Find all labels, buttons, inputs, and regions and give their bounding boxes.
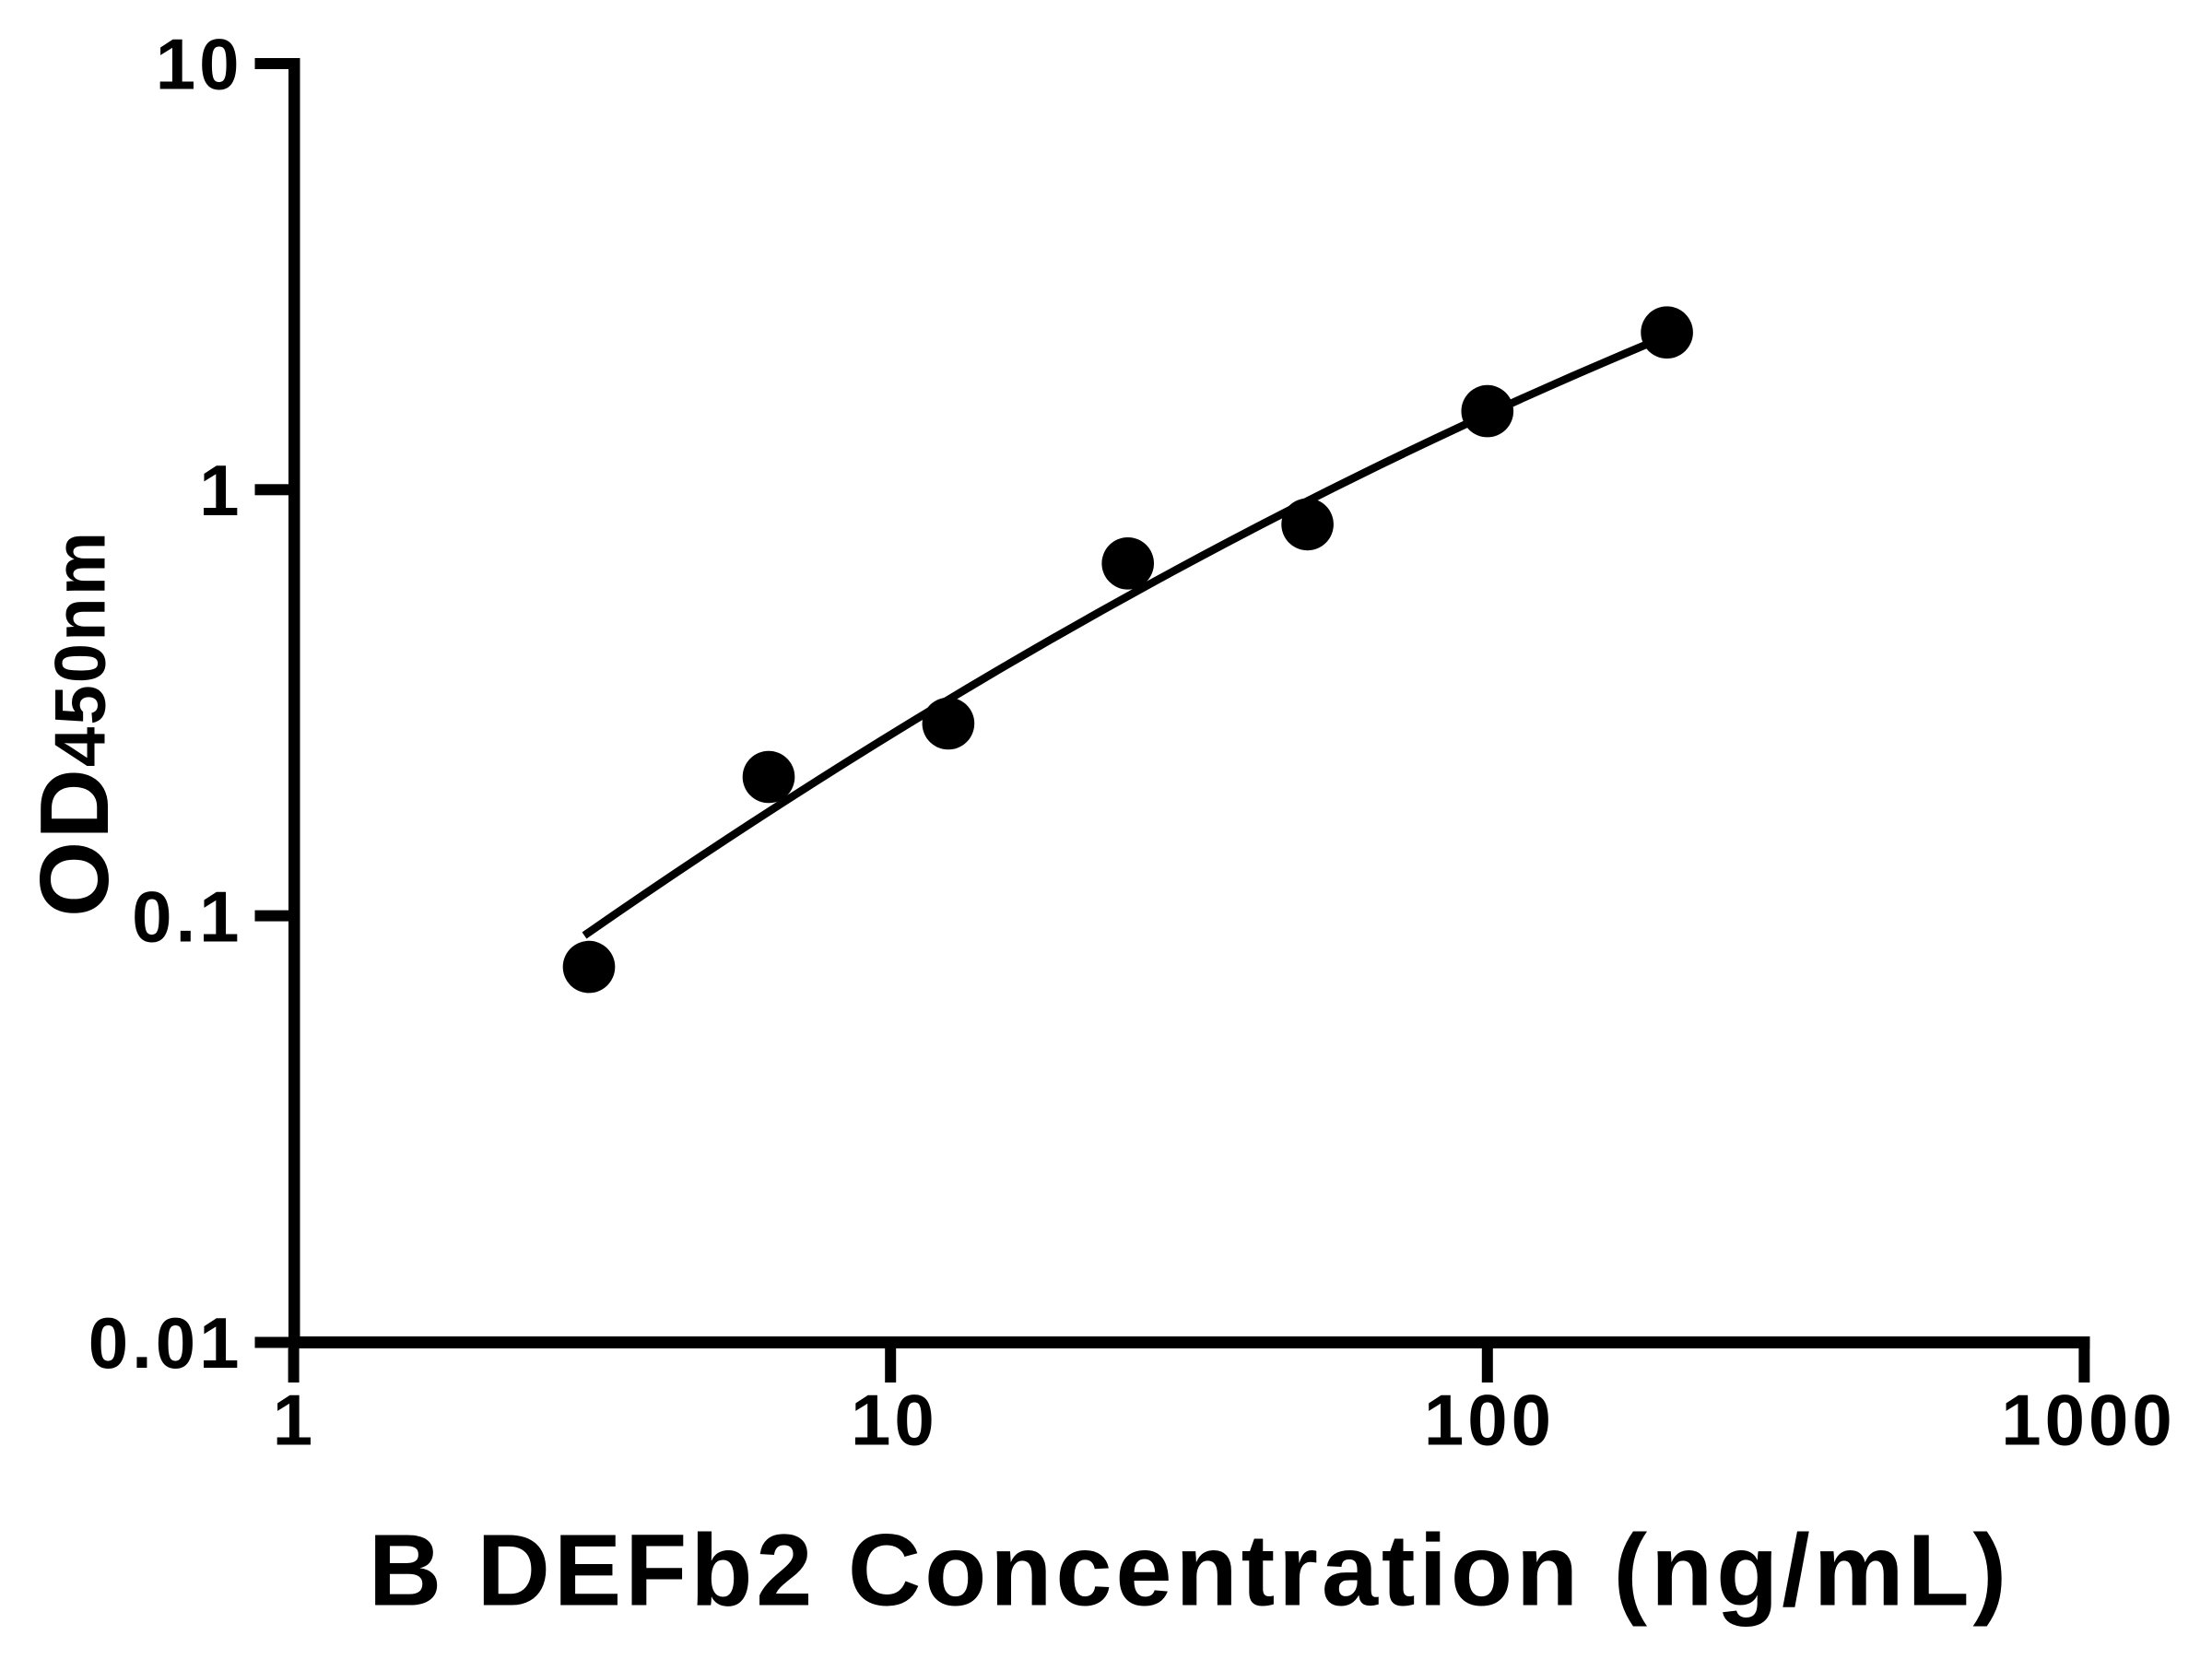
svg-text:10: 10: [851, 1379, 938, 1460]
svg-text:0.1: 0.1: [132, 876, 242, 957]
svg-text:1: 1: [273, 1379, 316, 1460]
svg-text:0.01: 0.01: [88, 1302, 243, 1383]
svg-text:100: 100: [1424, 1379, 1555, 1460]
svg-text:1000: 1000: [2001, 1379, 2176, 1460]
svg-text:1: 1: [199, 450, 242, 531]
svg-text:OD450nm: OD450nm: [20, 530, 129, 917]
svg-text:B DEFb2 Concentration (ng/mL): B DEFb2 Concentration (ng/mL): [369, 1514, 2010, 1628]
svg-text:10: 10: [156, 24, 243, 105]
